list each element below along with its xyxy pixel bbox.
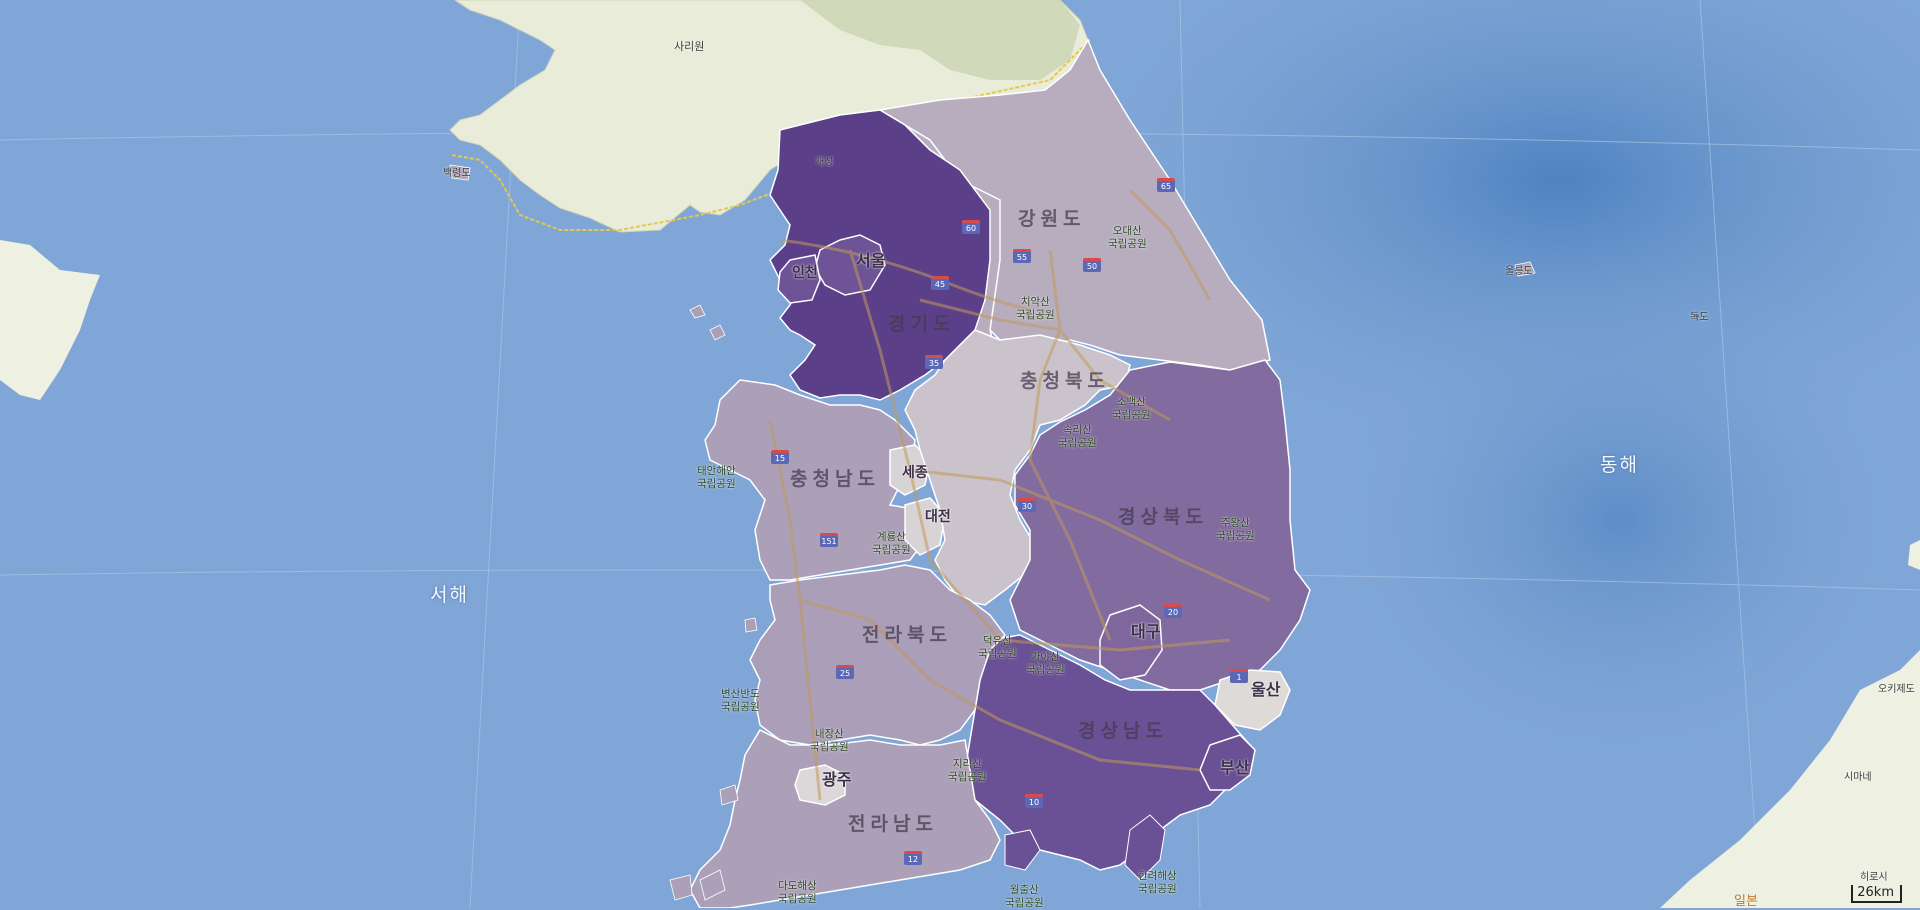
park-label-dadohae: 다도해상 국립공원 [778,880,817,906]
highway-shield: 55 [1013,249,1031,263]
place-label-kaesong: 개성 [815,157,834,168]
scale-bar: 26km [1851,885,1902,903]
province-label-gyeongbuk: 경상북도 [1118,506,1208,528]
place-label-baengnyeongdo: 백령도 [443,168,471,179]
park-label-byeonsanbando: 변산반도 국립공원 [721,688,760,714]
park-label-deogyusan: 덕유산 국립공원 [978,635,1017,661]
region-gyeongbuk[interactable] [1009,359,1311,691]
highway-shield: 25 [836,665,854,679]
sea-label-west: 서해 [430,584,469,606]
city-label-sejong: 세종 [902,465,928,481]
highway-shield: 151 [820,533,838,547]
japan-coast [1660,650,1920,908]
city-label-busan: 부산 [1220,758,1250,777]
region-jeonnam[interactable] [689,729,1001,908]
region-incheon[interactable] [777,254,821,304]
province-label-chungbuk: 충청북도 [1020,370,1110,392]
highway-shield: 12 [904,851,922,865]
province-label-gyeongnam: 경상남도 [1078,720,1168,742]
region-chungnam[interactable] [704,379,926,581]
highway-shield: 15 [771,450,789,464]
park-label-juwangsan: 주왕산 국립공원 [1216,517,1255,543]
region-chungbuk[interactable] [904,329,1131,606]
city-label-seoul: 서울 [856,251,886,270]
highway-shield: 30 [1018,498,1036,512]
region-busan[interactable] [1199,734,1256,791]
highway-shield: 35 [925,355,943,369]
city-label-gwangju: 광주 [822,770,852,789]
highway-shield: 10 [1025,794,1043,808]
place-label-sariwon: 사리원 [674,40,705,53]
park-label-wolchulsan: 월출산 국립공원 [1005,884,1044,910]
highway-shield: 60 [962,220,980,234]
park-label-taean: 태안해안 국립공원 [697,465,736,491]
city-label-daegu: 대구 [1131,622,1161,641]
park-label-sobaeksan: 소백산 국립공원 [1112,396,1151,422]
highway-shield: 1 [1230,669,1248,683]
park-label-gayasan: 가야산 국립공원 [1026,651,1065,677]
place-label-hiroshima: 히로시 [1860,872,1888,883]
place-label-oki-islands: 오키제도 [1878,684,1915,695]
region-geoje[interactable] [1124,814,1166,881]
highway-shield: 65 [1157,178,1175,192]
china-coast [0,240,100,400]
highway-shield: 45 [931,276,949,290]
place-label-dokdo: 독도 [1690,312,1709,323]
park-label-songnisan: 속리산 국립공원 [1058,424,1097,450]
province-label-gyeonggi: 경기도 [888,313,956,335]
park-label-hallyeohaesang: 한려해상 국립공원 [1138,870,1177,896]
highway-shield: 50 [1083,258,1101,272]
region-namhae[interactable] [1004,829,1041,871]
city-label-ulsan: 울산 [1251,680,1281,699]
place-label-japan: 일본 [1734,894,1758,909]
park-label-odaesan: 오대산 국립공원 [1108,225,1147,251]
province-label-gangwon: 강원도 [1018,208,1086,230]
city-label-incheon: 인천 [792,265,818,281]
region-daejeon[interactable] [904,497,946,556]
west-islands [449,164,1536,901]
park-label-jirisan: 지리산 국립공원 [948,758,987,784]
oki-island [1908,540,1920,570]
province-label-chungnam: 충청남도 [790,468,880,490]
dokdo-marker [1695,314,1699,318]
sea-label-east: 동해 [1600,454,1639,476]
place-label-ulleungdo: 울릉도 [1505,266,1533,277]
park-label-chiaksan: 치악산 국립공원 [1016,296,1055,322]
city-label-daejeon: 대전 [925,509,951,525]
place-label-shimane: 시마네 [1844,772,1872,783]
park-label-naejangsan: 내장산 국립공원 [810,728,849,754]
north-mountains [800,0,1080,80]
province-label-jeonbuk: 전라북도 [862,624,952,646]
province-label-jeonnam: 전라남도 [848,813,938,835]
region-jeonbuk[interactable] [749,564,1006,746]
highway-network [768,188,1271,801]
deep-sea-east-2 [1320,260,1920,780]
park-label-gyeryongsan: 계룡산 국립공원 [872,531,911,557]
highway-shield: 20 [1164,604,1182,618]
